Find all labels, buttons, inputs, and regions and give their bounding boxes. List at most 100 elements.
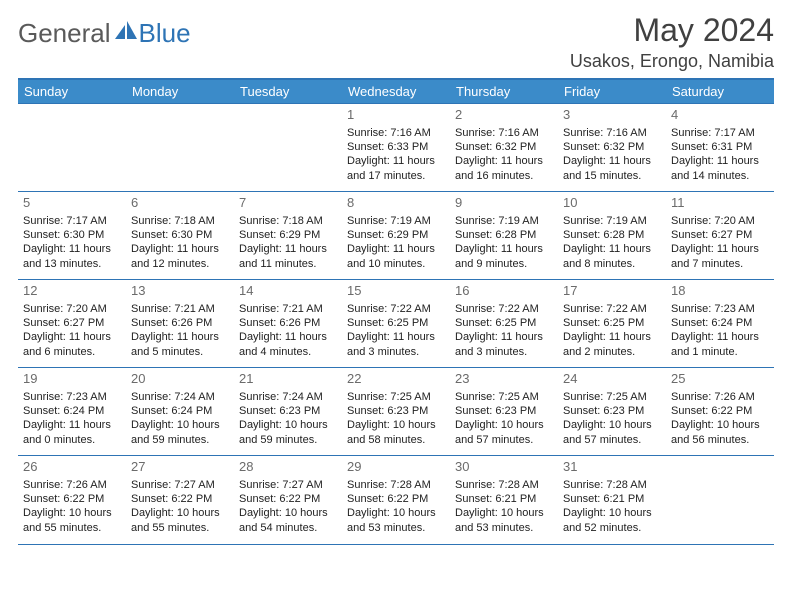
daylight-line: Daylight: 10 hours and 55 minutes. xyxy=(23,506,121,535)
day-number: 3 xyxy=(563,107,661,124)
day-number: 28 xyxy=(239,459,337,476)
day-info: Sunrise: 7:25 AMSunset: 6:23 PMDaylight:… xyxy=(455,390,553,447)
day-number: 21 xyxy=(239,371,337,388)
day-info: Sunrise: 7:25 AMSunset: 6:23 PMDaylight:… xyxy=(347,390,445,447)
day-cell: 24Sunrise: 7:25 AMSunset: 6:23 PMDayligh… xyxy=(558,368,666,456)
sunset-line: Sunset: 6:22 PM xyxy=(131,492,229,506)
daylight-line: Daylight: 11 hours and 8 minutes. xyxy=(563,242,661,271)
week-row: 5Sunrise: 7:17 AMSunset: 6:30 PMDaylight… xyxy=(18,192,774,280)
day-cell: 20 Sunrise: 7:24 AMSunset: 6:24 PMDayligh… xyxy=(126,368,234,456)
day-cell: 29Sunrise: 7:28 AMSunset: 6:22 PMDayligh… xyxy=(342,456,450,544)
sunrise-line: Sunrise: 7:16 AM xyxy=(563,126,661,140)
day-cell: 13 Sunrise: 7:21 AMSunset: 6:26 PMDayligh… xyxy=(126,280,234,368)
daylight-line: Daylight: 11 hours and 7 minutes. xyxy=(671,242,769,271)
day-cell: 1Sunrise: 7:16 AMSunset: 6:33 PMDaylight… xyxy=(342,104,450,192)
sunrise-line: Sunrise: 7:28 AM xyxy=(455,478,553,492)
day-number: 30 xyxy=(455,459,553,476)
daylight-line: Daylight: 10 hours and 55 minutes. xyxy=(131,506,229,535)
sunset-line: Sunset: 6:32 PM xyxy=(563,140,661,154)
day-info: Sunrise: 7:27 AMSunset: 6:22 PMDaylight:… xyxy=(239,478,337,535)
day-info: Sunrise: 7:17 AMSunset: 6:31 PMDaylight:… xyxy=(671,126,769,183)
day-cell: 19Sunrise: 7:23 AMSunset: 6:24 PMDayligh… xyxy=(18,368,126,456)
sunrise-line: Sunrise: 7:23 AM xyxy=(23,390,121,404)
day-info: Sunrise: 7:20 AMSunset: 6:27 PMDaylight:… xyxy=(671,214,769,271)
sunrise-line: Sunrise: 7:19 AM xyxy=(347,214,445,228)
day-info: Sunrise: 7:24 AMSunset: 6:23 PMDaylight:… xyxy=(239,390,337,447)
daylight-line: Daylight: 11 hours and 3 minutes. xyxy=(455,330,553,359)
day-info: Sunrise: 7:16 AMSunset: 6:32 PMDaylight:… xyxy=(563,126,661,183)
day-info: Sunrise: 7:18 AMSunset: 6:29 PMDaylight:… xyxy=(239,214,337,271)
sunset-line: Sunset: 6:29 PM xyxy=(347,228,445,242)
day-cell xyxy=(126,104,234,192)
day-cell: 14Sunrise: 7:21 AMSunset: 6:26 PMDayligh… xyxy=(234,280,342,368)
day-info: Sunrise: 7:21 AMSunset: 6:26 PMDaylight:… xyxy=(131,302,229,359)
weekday-header: Thursday xyxy=(450,79,558,104)
day-info: Sunrise: 7:22 AMSunset: 6:25 PMDaylight:… xyxy=(563,302,661,359)
daylight-line: Daylight: 11 hours and 12 minutes. xyxy=(131,242,229,271)
daylight-line: Daylight: 10 hours and 54 minutes. xyxy=(239,506,337,535)
day-cell xyxy=(234,104,342,192)
weekday-header: Friday xyxy=(558,79,666,104)
weekday-header: Monday xyxy=(126,79,234,104)
sunset-line: Sunset: 6:31 PM xyxy=(671,140,769,154)
sunrise-line: Sunrise: 7:20 AM xyxy=(23,302,121,316)
week-row: 19Sunrise: 7:23 AMSunset: 6:24 PMDayligh… xyxy=(18,368,774,456)
week-row: 26Sunrise: 7:26 AMSunset: 6:22 PMDayligh… xyxy=(18,456,774,544)
day-cell: 6Sunrise: 7:18 AMSunset: 6:30 PMDaylight… xyxy=(126,192,234,280)
weekday-header: Tuesday xyxy=(234,79,342,104)
day-cell: 7Sunrise: 7:18 AMSunset: 6:29 PMDaylight… xyxy=(234,192,342,280)
day-info: Sunrise: 7:19 AMSunset: 6:29 PMDaylight:… xyxy=(347,214,445,271)
sunrise-line: Sunrise: 7:26 AM xyxy=(23,478,121,492)
sunset-line: Sunset: 6:30 PM xyxy=(131,228,229,242)
day-number: 27 xyxy=(131,459,229,476)
sunset-line: Sunset: 6:25 PM xyxy=(347,316,445,330)
day-cell: 12 Sunrise: 7:20 AMSunset: 6:27 PMDayligh… xyxy=(18,280,126,368)
logo-text-blue: Blue xyxy=(139,18,191,49)
day-info: Sunrise: 7:24 AMSunset: 6:24 PMDaylight:… xyxy=(131,390,229,447)
sunset-line: Sunset: 6:24 PM xyxy=(131,404,229,418)
day-number: 23 xyxy=(455,371,553,388)
day-number: 18 xyxy=(671,283,769,300)
daylight-line: Daylight: 11 hours and 16 minutes. xyxy=(455,154,553,183)
day-cell: 30Sunrise: 7:28 AMSunset: 6:21 PMDayligh… xyxy=(450,456,558,544)
sunset-line: Sunset: 6:23 PM xyxy=(455,404,553,418)
calendar-body: 1Sunrise: 7:16 AMSunset: 6:33 PMDaylight… xyxy=(18,104,774,544)
day-number: 20 xyxy=(131,371,229,388)
sunrise-line: Sunrise: 7:16 AM xyxy=(455,126,553,140)
day-info: Sunrise: 7:26 AMSunset: 6:22 PMDaylight:… xyxy=(23,478,121,535)
sunset-line: Sunset: 6:24 PM xyxy=(671,316,769,330)
sunrise-line: Sunrise: 7:26 AM xyxy=(671,390,769,404)
day-number: 31 xyxy=(563,459,661,476)
sunset-line: Sunset: 6:21 PM xyxy=(455,492,553,506)
sunrise-line: Sunrise: 7:18 AM xyxy=(239,214,337,228)
sunrise-line: Sunrise: 7:21 AM xyxy=(131,302,229,316)
day-cell: 8Sunrise: 7:19 AMSunset: 6:29 PMDaylight… xyxy=(342,192,450,280)
daylight-line: Daylight: 10 hours and 52 minutes. xyxy=(563,506,661,535)
daylight-line: Daylight: 11 hours and 4 minutes. xyxy=(239,330,337,359)
day-cell: 5Sunrise: 7:17 AMSunset: 6:30 PMDaylight… xyxy=(18,192,126,280)
day-number: 12 xyxy=(23,283,121,300)
day-info: Sunrise: 7:19 AMSunset: 6:28 PMDaylight:… xyxy=(455,214,553,271)
sunrise-line: Sunrise: 7:18 AM xyxy=(131,214,229,228)
sunrise-line: Sunrise: 7:17 AM xyxy=(671,126,769,140)
sunrise-line: Sunrise: 7:16 AM xyxy=(347,126,445,140)
day-number: 26 xyxy=(23,459,121,476)
daylight-line: Daylight: 11 hours and 5 minutes. xyxy=(131,330,229,359)
day-number: 2 xyxy=(455,107,553,124)
daylight-line: Daylight: 10 hours and 57 minutes. xyxy=(563,418,661,447)
sunrise-line: Sunrise: 7:22 AM xyxy=(563,302,661,316)
sunrise-line: Sunrise: 7:25 AM xyxy=(455,390,553,404)
day-cell: 21 Sunrise: 7:24 AMSunset: 6:23 PMDayligh… xyxy=(234,368,342,456)
day-number: 17 xyxy=(563,283,661,300)
daylight-line: Daylight: 11 hours and 9 minutes. xyxy=(455,242,553,271)
daylight-line: Daylight: 10 hours and 57 minutes. xyxy=(455,418,553,447)
day-info: Sunrise: 7:20 AMSunset: 6:27 PMDaylight:… xyxy=(23,302,121,359)
day-cell: 3 Sunrise: 7:16 AMSunset: 6:32 PMDaylight… xyxy=(558,104,666,192)
sunset-line: Sunset: 6:24 PM xyxy=(23,404,121,418)
sunset-line: Sunset: 6:27 PM xyxy=(671,228,769,242)
day-number: 22 xyxy=(347,371,445,388)
day-number: 29 xyxy=(347,459,445,476)
sunrise-line: Sunrise: 7:19 AM xyxy=(563,214,661,228)
day-number: 13 xyxy=(131,283,229,300)
day-cell: 9Sunrise: 7:19 AMSunset: 6:28 PMDaylight… xyxy=(450,192,558,280)
